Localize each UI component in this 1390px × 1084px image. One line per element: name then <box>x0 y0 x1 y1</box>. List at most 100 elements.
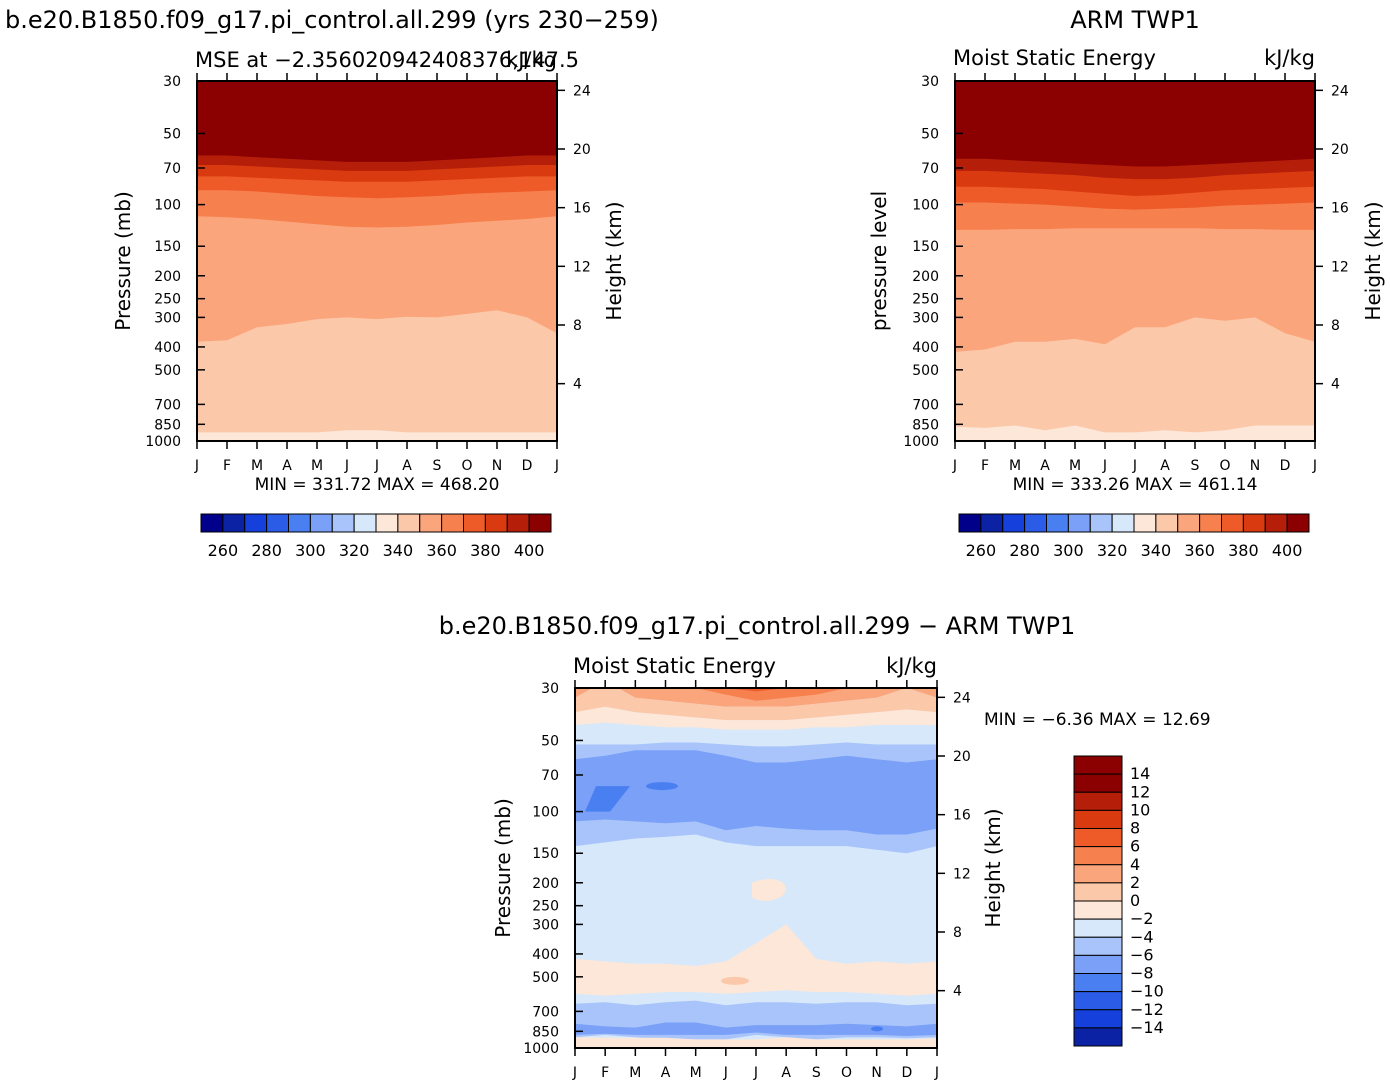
panel3-ylabel-right: Height (km) <box>981 808 1005 927</box>
colorbar-label: 360 <box>426 541 457 560</box>
x-tick-label: M <box>690 1065 702 1081</box>
y-tick-label: 500 <box>912 363 939 379</box>
y-tick-label: 400 <box>154 340 181 356</box>
colorbar-box <box>244 513 268 533</box>
colorbar-box <box>419 513 443 533</box>
y-right-tick-label: 24 <box>953 690 971 706</box>
x-tick-label: J <box>1102 458 1107 474</box>
colorbar-label: 260 <box>208 541 239 560</box>
contour-band <box>197 430 557 441</box>
y-tick-label: 50 <box>541 733 559 749</box>
colorbar-label: −2 <box>1130 909 1154 928</box>
panel1-ylabel: Pressure (mb) <box>111 191 135 331</box>
colorbar-label: 320 <box>339 541 370 560</box>
panel2-colorbar: 260 280 300 320 340 360 380 400 <box>958 513 1310 560</box>
colorbar-box <box>353 513 377 533</box>
y-tick-label: 70 <box>921 161 939 177</box>
panel2-stats: MIN = 333.26 MAX = 461.14 <box>1013 475 1258 495</box>
colorbar-box <box>1073 918 1123 938</box>
contour-band <box>575 1037 937 1048</box>
x-tick-label: D <box>1280 458 1291 474</box>
colorbar-box <box>222 513 246 533</box>
colorbar-box <box>1199 513 1222 533</box>
panel1-contours <box>197 81 557 441</box>
x-tick-label: A <box>781 1065 791 1081</box>
y-right-tick-label: 12 <box>573 259 591 275</box>
colorbar-box <box>309 513 333 533</box>
colorbar-box <box>1073 828 1123 848</box>
y-right-tick-label: 16 <box>1331 201 1349 217</box>
x-tick-label: O <box>841 1065 852 1081</box>
colorbar-box <box>506 513 530 533</box>
y-tick-label: 150 <box>532 846 559 862</box>
colorbar-box <box>1155 513 1179 533</box>
y-right-tick-label: 4 <box>573 377 582 393</box>
colorbar-label: −14 <box>1130 1018 1164 1037</box>
contour-band <box>955 317 1315 441</box>
x-tick-label: J <box>952 458 957 474</box>
y-tick-label: 200 <box>154 269 181 285</box>
y-tick-label: 100 <box>154 198 181 214</box>
colorbar-label: 340 <box>383 541 414 560</box>
y-tick-label: 30 <box>541 681 559 697</box>
y-tick-label: 70 <box>541 768 559 784</box>
y-tick-label: 30 <box>921 74 939 90</box>
colorbar-label: 12 <box>1130 782 1150 801</box>
y-tick-label: 850 <box>912 417 939 433</box>
x-tick-label: M <box>311 458 323 474</box>
panel3-contours <box>575 688 937 1048</box>
x-tick-label: J <box>572 1065 577 1081</box>
colorbar-box <box>1264 513 1288 533</box>
colorbar-label: 340 <box>1141 541 1172 560</box>
colorbar-label: 0 <box>1130 891 1140 910</box>
y-tick-label: 400 <box>912 340 939 356</box>
y-tick-label: 150 <box>912 239 939 255</box>
y-right-tick-label: 8 <box>953 925 962 941</box>
y-right-tick-label: 20 <box>573 142 591 158</box>
x-tick-label: J <box>554 458 559 474</box>
colorbar-label: 10 <box>1130 800 1150 819</box>
y-tick-label: 1000 <box>903 434 939 450</box>
y-tick-label: 400 <box>532 947 559 963</box>
x-tick-label: F <box>223 458 231 474</box>
colorbar-label: 280 <box>1009 541 1040 560</box>
y-tick-label: 700 <box>154 397 181 413</box>
y-right-tick-label: 16 <box>953 808 971 824</box>
x-tick-label: S <box>433 458 442 474</box>
x-tick-label: O <box>1219 458 1230 474</box>
y-tick-label: 200 <box>912 269 939 285</box>
x-tick-label: O <box>461 458 472 474</box>
colorbar-box <box>1286 513 1310 533</box>
x-tick-label: D <box>522 458 533 474</box>
y-right-tick-label: 20 <box>1331 142 1349 158</box>
colorbar-box <box>1073 991 1123 1011</box>
colorbar-box <box>958 513 982 533</box>
y-right-tick-label: 4 <box>1331 377 1340 393</box>
contour-band <box>575 1022 937 1036</box>
y-tick-label: 300 <box>532 917 559 933</box>
panel3-title: b.e20.B1850.f09_g17.pi_control.all.299 −… <box>439 612 1076 640</box>
colorbar-label: 4 <box>1130 855 1140 874</box>
x-tick-label: J <box>194 458 199 474</box>
y-tick-label: 700 <box>912 397 939 413</box>
colorbar-box <box>375 513 399 533</box>
contour-band <box>695 688 847 701</box>
y-right-tick-label: 4 <box>953 984 962 1000</box>
colorbar-label: 6 <box>1130 837 1140 856</box>
x-tick-label: F <box>601 1065 609 1081</box>
panel2-units: kJ/kg <box>1264 46 1315 70</box>
panel2-ylabel: pressure level <box>867 191 891 331</box>
contour-band <box>721 976 749 985</box>
colorbar-box <box>1073 973 1123 993</box>
colorbar-box <box>528 513 552 533</box>
y-tick-label: 50 <box>163 126 181 142</box>
colorbar-box <box>1073 900 1123 920</box>
x-tick-label: M <box>1009 458 1021 474</box>
colorbar-box <box>1089 513 1113 533</box>
colorbar-box <box>1242 513 1266 533</box>
colorbar-box <box>1221 513 1244 533</box>
y-tick-label: 500 <box>154 363 181 379</box>
y-right-tick-label: 12 <box>953 866 971 882</box>
colorbar-box <box>1073 1027 1123 1047</box>
x-tick-label: J <box>1312 458 1317 474</box>
